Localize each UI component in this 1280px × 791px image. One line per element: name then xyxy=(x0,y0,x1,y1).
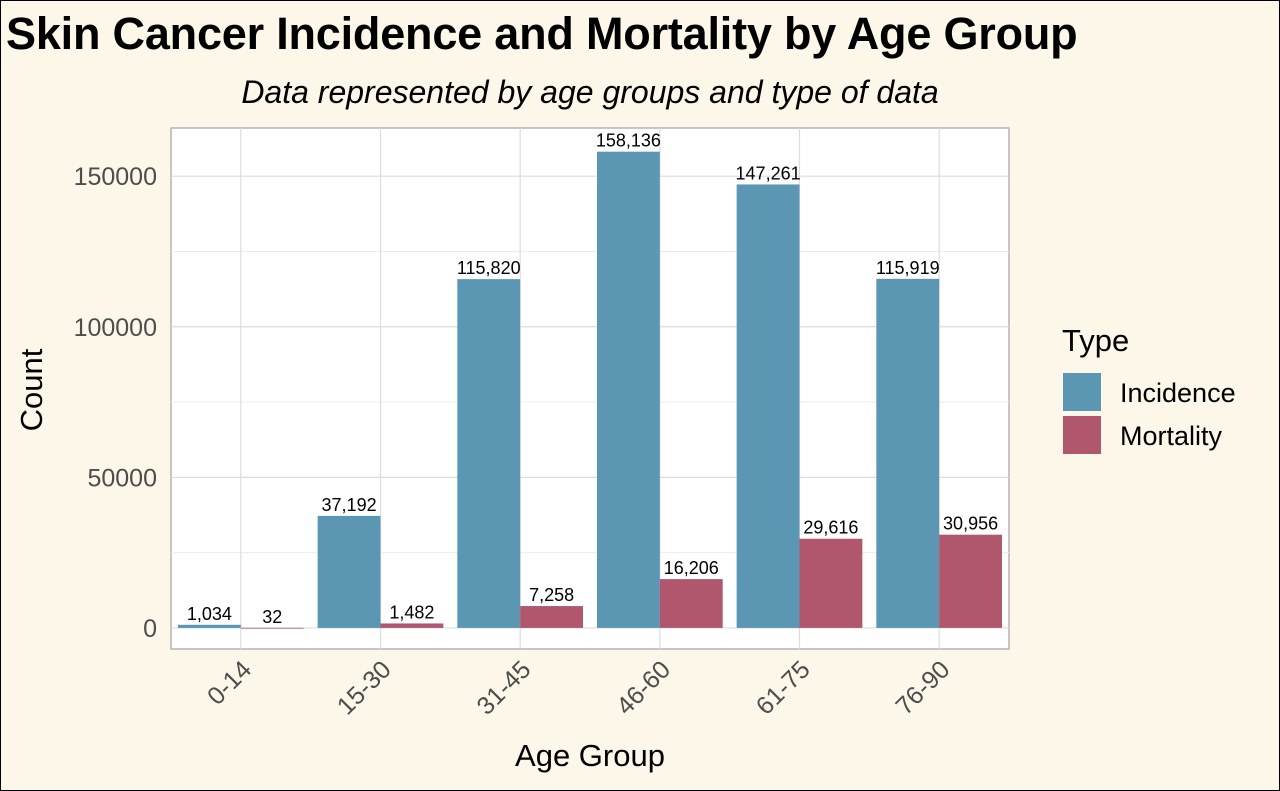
legend-key-mortality xyxy=(1063,416,1101,454)
bar-incidence-61-75 xyxy=(736,184,800,628)
data-label-mortality-0-14: 32 xyxy=(262,607,282,627)
x-tick-label: 61-75 xyxy=(751,655,816,720)
data-label-mortality-15-30: 1,482 xyxy=(389,602,434,622)
y-axis-title: Count xyxy=(14,348,49,431)
data-label-incidence-0-14: 1,034 xyxy=(187,604,232,624)
bar-incidence-46-60 xyxy=(596,151,660,628)
data-label-mortality-46-60: 16,206 xyxy=(664,558,719,578)
x-axis: 0-14 15-30 31-45 46-60 61-75 76-90 xyxy=(202,655,956,720)
legend-label-mortality: Mortality xyxy=(1120,421,1223,451)
y-tick-label: 150000 xyxy=(74,163,157,191)
x-tick-label: 46-60 xyxy=(611,655,676,720)
bar-mortality-31-45 xyxy=(520,606,584,628)
legend-label-incidence: Incidence xyxy=(1120,378,1236,408)
data-label-mortality-61-75: 29,616 xyxy=(803,518,858,538)
data-label-mortality-76-90: 30,956 xyxy=(943,514,998,534)
y-tick-label: 0 xyxy=(143,615,157,643)
bar-incidence-31-45 xyxy=(457,279,521,628)
data-label-incidence-31-45: 115,820 xyxy=(457,258,521,278)
bar-mortality-15-30 xyxy=(380,623,444,628)
data-label-incidence-61-75: 147,261 xyxy=(736,163,801,183)
y-tick-label: 50000 xyxy=(87,464,157,492)
data-label-incidence-46-60: 158,136 xyxy=(596,131,661,151)
bar-labels: 1,034 37,192 115,820 158,136 147,261 115,919 3… xyxy=(187,131,998,627)
bar-mortality-76-90 xyxy=(939,534,1003,628)
legend-title: Type xyxy=(1062,323,1129,358)
bar-mortality-61-75 xyxy=(799,538,863,628)
y-tick-label: 100000 xyxy=(74,314,157,342)
bar-incidence-76-90 xyxy=(876,278,940,628)
plot-panel xyxy=(170,127,1010,650)
x-tick-label: 15-30 xyxy=(332,655,397,720)
bar-mortality-0-14 xyxy=(240,627,304,629)
data-label-mortality-31-45: 7,258 xyxy=(529,585,574,605)
bars xyxy=(177,151,1003,629)
x-tick-label: 31-45 xyxy=(471,655,536,720)
legend-key-incidence xyxy=(1063,373,1101,411)
x-tick-label: 0-14 xyxy=(202,655,257,710)
chart-title: Skin Cancer Incidence and Mortality by A… xyxy=(6,8,1078,59)
bar-mortality-46-60 xyxy=(659,579,723,628)
bar-incidence-0-14 xyxy=(177,624,241,628)
legend: Type Incidence Mortality xyxy=(1062,323,1236,454)
y-axis: 0 50000 100000 150000 xyxy=(74,163,157,643)
bar-incidence-15-30 xyxy=(317,515,381,628)
data-label-incidence-76-90: 115,919 xyxy=(876,258,940,278)
x-tick-label: 76-90 xyxy=(890,655,955,720)
data-label-incidence-15-30: 37,192 xyxy=(322,495,377,515)
chart-subtitle: Data represented by age groups and type … xyxy=(241,74,939,110)
x-axis-title: Age Group xyxy=(515,738,665,773)
